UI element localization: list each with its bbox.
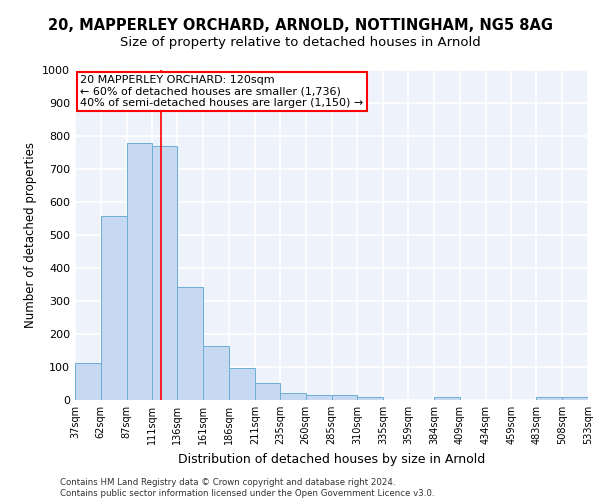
Text: 20 MAPPERLEY ORCHARD: 120sqm
← 60% of detached houses are smaller (1,736)
40% of: 20 MAPPERLEY ORCHARD: 120sqm ← 60% of de…: [80, 75, 364, 108]
Bar: [280, 394, 305, 400]
Bar: [127, 143, 152, 400]
Bar: [178, 287, 203, 400]
Text: 20, MAPPERLEY ORCHARD, ARNOLD, NOTTINGHAM, NG5 8AG: 20, MAPPERLEY ORCHARD, ARNOLD, NOTTINGHA…: [47, 18, 553, 32]
Bar: [152, 146, 178, 400]
Bar: [536, 396, 562, 400]
Bar: [101, 216, 127, 400]
Bar: [255, 382, 280, 400]
Bar: [331, 395, 358, 400]
Text: Size of property relative to detached houses in Arnold: Size of property relative to detached ho…: [119, 36, 481, 49]
Bar: [75, 362, 101, 400]
Bar: [358, 398, 383, 400]
Text: Contains HM Land Registry data © Crown copyright and database right 2024.
Contai: Contains HM Land Registry data © Crown c…: [60, 478, 434, 498]
Bar: [305, 395, 331, 400]
Bar: [434, 396, 460, 400]
Y-axis label: Number of detached properties: Number of detached properties: [23, 142, 37, 328]
Bar: [203, 346, 229, 400]
Bar: [229, 368, 255, 400]
X-axis label: Distribution of detached houses by size in Arnold: Distribution of detached houses by size …: [178, 452, 485, 466]
Bar: [562, 396, 588, 400]
